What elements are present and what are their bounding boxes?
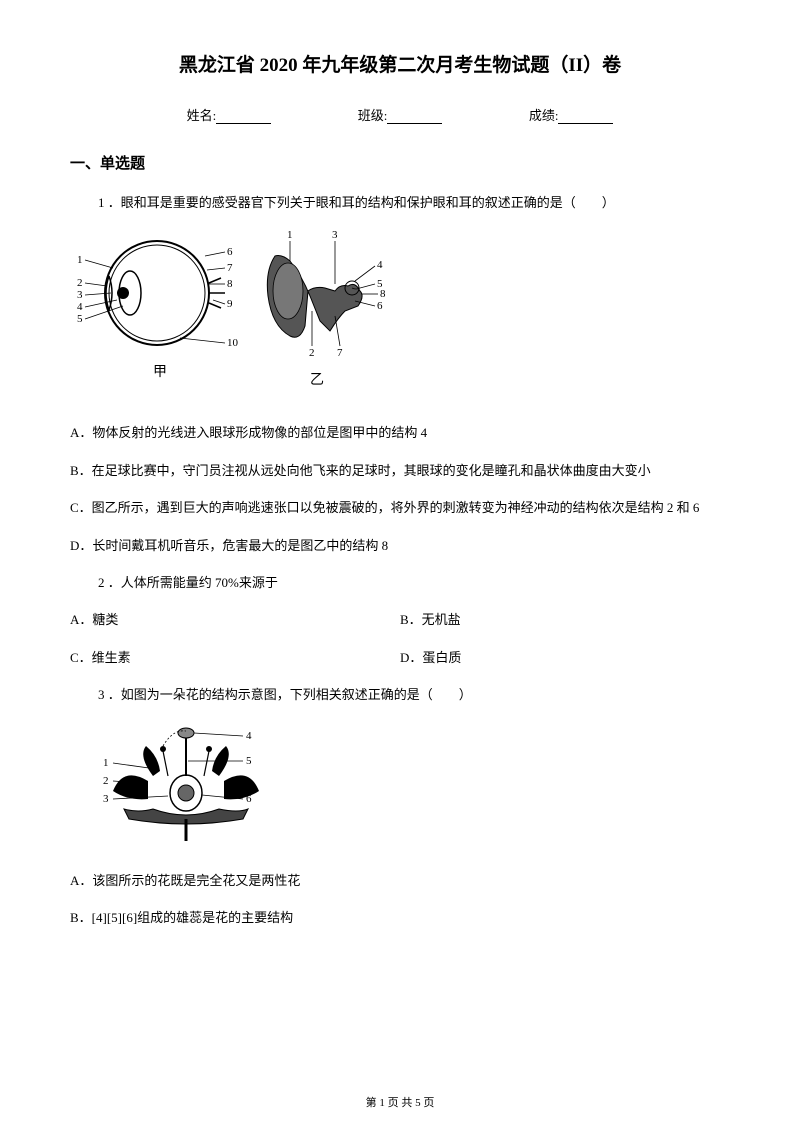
q1-optC: C．图乙所示，遇到巨大的声响逃速张口以免被震破的，将外界的刺激转变为神经冲动的结… bbox=[70, 496, 730, 519]
svg-text:9: 9 bbox=[227, 298, 233, 310]
svg-text:6: 6 bbox=[227, 246, 233, 258]
svg-text:10: 10 bbox=[227, 337, 239, 349]
score-label: 成绩: bbox=[529, 108, 559, 123]
svg-text:8: 8 bbox=[380, 288, 386, 300]
svg-text:2: 2 bbox=[309, 347, 315, 359]
student-info-row: 姓名: 班级: 成绩: bbox=[70, 105, 730, 124]
q3-text: 3 ．如图为一朵花的结构示意图，下列相关叙述正确的是（ ） bbox=[98, 683, 730, 706]
q2-optD: D．蛋白质 bbox=[400, 646, 730, 669]
svg-text:乙: 乙 bbox=[310, 372, 324, 388]
svg-text:1: 1 bbox=[103, 757, 109, 769]
q2-optC: C．维生素 bbox=[70, 646, 400, 669]
q2-optA: A．糖类 bbox=[70, 608, 400, 631]
exam-title: 黑龙江省 2020 年九年级第二次月考生物试题（II）卷 bbox=[70, 50, 730, 77]
score-blank[interactable] bbox=[558, 110, 613, 124]
flower-diagram: 1 2 3 4 5 6 bbox=[98, 721, 273, 846]
q1-text: 1 ．眼和耳是重要的感受器官下列关于眼和耳的结构和保护眼和耳的叙述正确的是（ ） bbox=[98, 191, 730, 214]
q1-optA: A．物体反射的光线进入眼球形成物像的部位是图甲中的结构 4 bbox=[70, 421, 730, 444]
svg-text:1: 1 bbox=[287, 229, 293, 241]
q3-optA: A．该图所示的花既是完全花又是两性花 bbox=[70, 869, 730, 892]
svg-text:甲: 甲 bbox=[153, 365, 167, 380]
svg-text:5: 5 bbox=[246, 755, 252, 767]
q2-text: 2 ．人体所需能量约 70%来源于 bbox=[98, 571, 730, 594]
svg-text:1: 1 bbox=[77, 254, 83, 266]
q1-diagram: 1 2 3 4 5 6 7 8 9 10 甲 bbox=[70, 228, 730, 403]
svg-text:4: 4 bbox=[377, 259, 383, 271]
class-blank[interactable] bbox=[387, 110, 442, 124]
q3-diagram: 1 2 3 4 5 6 bbox=[70, 721, 730, 851]
svg-text:3: 3 bbox=[332, 229, 338, 241]
q3-optB: B．[4][5][6]组成的雄蕊是花的主要结构 bbox=[70, 906, 730, 929]
svg-text:6: 6 bbox=[377, 300, 383, 312]
svg-text:7: 7 bbox=[337, 347, 343, 359]
svg-text:3: 3 bbox=[77, 289, 83, 301]
svg-text:4: 4 bbox=[246, 730, 252, 742]
svg-text:3: 3 bbox=[103, 793, 109, 805]
svg-text:7: 7 bbox=[227, 262, 233, 274]
svg-text:2: 2 bbox=[77, 277, 83, 289]
section-header: 一、单选题 bbox=[70, 152, 730, 173]
q1-optB: B．在足球比赛中，守门员注视从远处向他飞来的足球时，其眼球的变化是瞳孔和晶状体曲… bbox=[70, 459, 730, 482]
class-label: 班级: bbox=[358, 108, 388, 123]
eye-ear-diagram: 1 2 3 4 5 6 7 8 9 10 甲 bbox=[70, 228, 400, 398]
svg-text:2: 2 bbox=[103, 775, 109, 787]
page-footer: 第 1 页 共 5 页 bbox=[0, 1094, 800, 1110]
q2-optB: B．无机盐 bbox=[400, 608, 730, 631]
svg-text:5: 5 bbox=[77, 313, 83, 325]
svg-text:8: 8 bbox=[227, 278, 233, 290]
name-blank[interactable] bbox=[216, 110, 271, 124]
svg-text:6: 6 bbox=[246, 793, 252, 805]
name-label: 姓名: bbox=[187, 108, 217, 123]
svg-text:4: 4 bbox=[77, 301, 83, 313]
q1-optD: D．长时间戴耳机听音乐，危害最大的是图乙中的结构 8 bbox=[70, 534, 730, 557]
